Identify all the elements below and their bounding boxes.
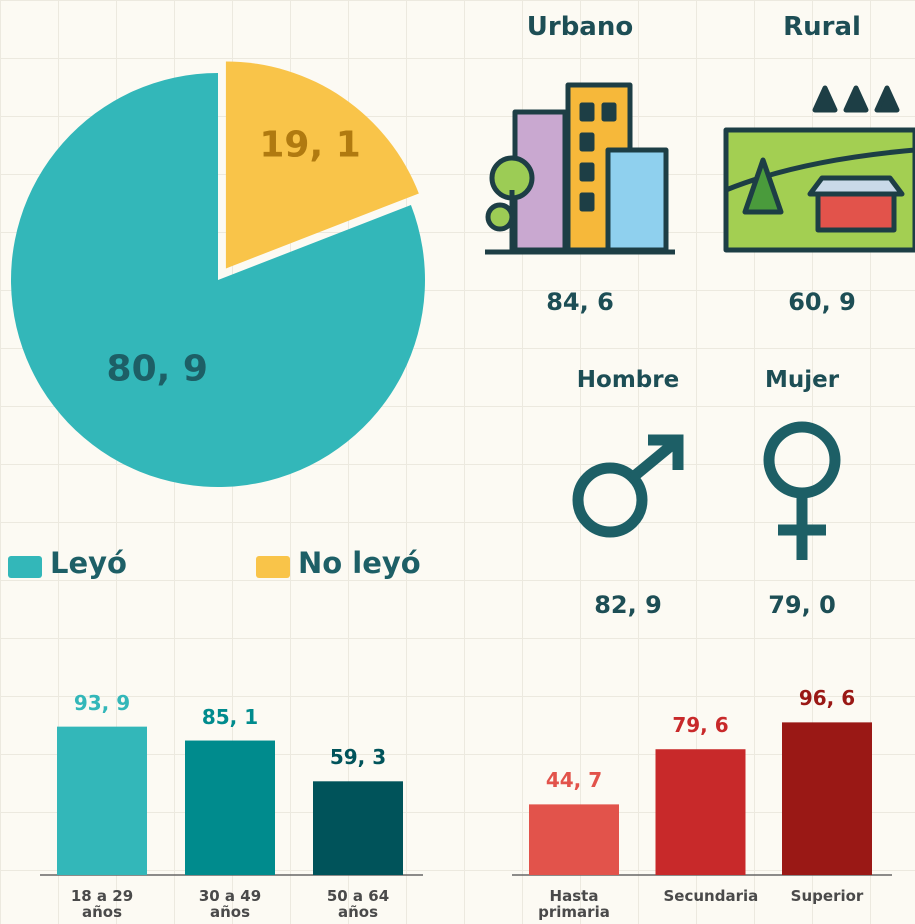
pictogram-value: 84, 6 <box>546 288 614 316</box>
pictogram-title: Hombre <box>576 367 680 393</box>
x-tick-label: 18 a 29 años <box>70 887 134 921</box>
bar <box>57 726 147 875</box>
legend-swatch <box>256 556 290 578</box>
bar-value-label: 85, 1 <box>201 704 259 729</box>
pictogram-title: Urbano <box>526 12 634 42</box>
bar <box>313 781 403 875</box>
pictogram-title: Mujer <box>764 367 840 393</box>
pictogram-value: 79, 0 <box>768 591 836 619</box>
pie-value-label: 80, 9 <box>106 348 208 390</box>
bar-value-label: 79, 6 <box>672 713 729 738</box>
pictogram-value: 60, 9 <box>788 288 856 316</box>
x-tick-label: Superior <box>790 887 864 905</box>
x-tick-label: 50 a 64 años <box>326 887 390 921</box>
bar-value-label: 59, 3 <box>329 745 387 770</box>
bar <box>529 804 619 875</box>
pie-value-label: 19, 1 <box>259 124 361 166</box>
legend-label: No leyó <box>298 546 421 580</box>
rural-icon <box>723 85 915 253</box>
x-tick-label: Hasta primaria <box>538 887 610 921</box>
female-icon <box>763 421 841 560</box>
city-icon <box>485 82 675 255</box>
bar-value-label: 93, 9 <box>73 690 131 715</box>
x-tick-label: Secundaria <box>663 887 759 905</box>
bar <box>782 722 872 875</box>
male-icon <box>572 434 684 538</box>
pie-slice <box>225 61 419 269</box>
pictogram-value: 82, 9 <box>594 591 662 619</box>
x-tick-label: 30 a 49 años <box>198 887 262 921</box>
pie-slice <box>10 73 425 487</box>
pictogram-title: Rural <box>783 12 861 42</box>
legend-swatch <box>8 556 42 578</box>
bar-value-label: 44, 7 <box>545 768 603 793</box>
bar <box>655 749 746 875</box>
bar-value-label: 96, 6 <box>798 686 856 711</box>
legend-label: Leyó <box>50 546 127 580</box>
bar <box>185 740 275 875</box>
